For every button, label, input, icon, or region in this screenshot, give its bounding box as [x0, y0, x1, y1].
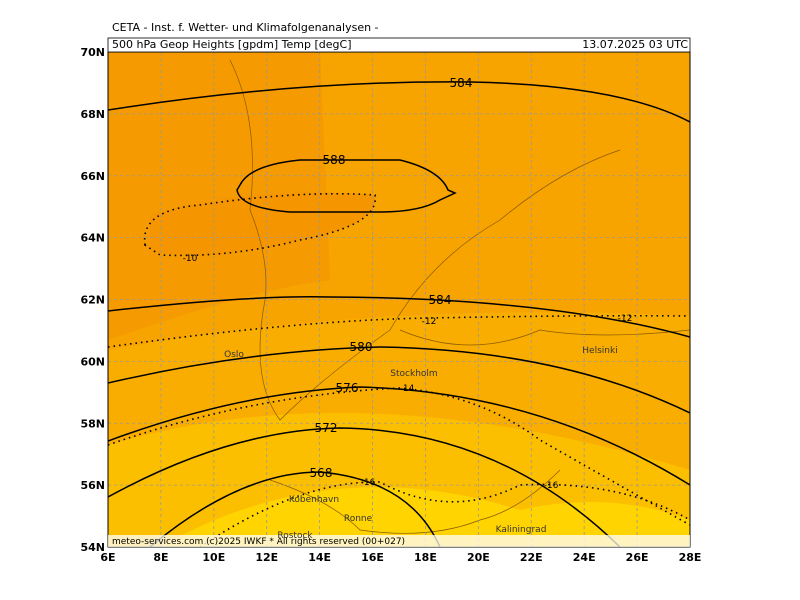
- lon-label: 6E: [100, 551, 115, 564]
- temp-contour-label: -16: [361, 478, 376, 488]
- lat-label: 56N: [80, 479, 105, 492]
- city-label: Ronne: [344, 514, 373, 524]
- lat-label: 62N: [80, 294, 105, 307]
- lon-label: 24E: [573, 551, 596, 564]
- lat-label: 66N: [80, 170, 105, 183]
- lon-label: 10E: [202, 551, 225, 564]
- lon-label: 12E: [255, 551, 278, 564]
- height-contour-label: 588: [323, 153, 346, 167]
- lat-label: 70N: [80, 46, 105, 59]
- city-label: Rostock: [277, 531, 313, 541]
- city-label: Helsinki: [582, 346, 617, 356]
- title: CETA - Inst. f. Wetter- und Klimafolgena…: [112, 21, 379, 34]
- city-label: Kobenhavn: [289, 495, 339, 505]
- lon-label: 20E: [467, 551, 490, 564]
- temp-contour-label: -10: [183, 254, 198, 264]
- lon-label: 8E: [153, 551, 168, 564]
- temp-contour-label: -12: [618, 314, 633, 324]
- lat-label: 58N: [80, 417, 105, 430]
- lon-label: 18E: [414, 551, 437, 564]
- lon-label: 22E: [520, 551, 543, 564]
- city-label: Oslo: [224, 350, 244, 360]
- subtitle-box: [107, 37, 691, 53]
- lon-label: 14E: [308, 551, 331, 564]
- temp-contour-label: -14: [400, 384, 415, 394]
- lon-label: 28E: [679, 551, 702, 564]
- temp-contour-label: -16: [544, 481, 559, 491]
- height-contour-label: 572: [315, 421, 338, 435]
- footer-box: [108, 535, 690, 547]
- lat-label: 54N: [80, 541, 105, 554]
- lat-label: 64N: [80, 232, 105, 245]
- temp-contour-label: -12: [422, 317, 437, 327]
- date: 13.07.2025 03 UTC: [582, 38, 688, 51]
- lon-label: 26E: [626, 551, 649, 564]
- height-contour-label: 584: [429, 293, 452, 307]
- city-label: Stockholm: [390, 369, 437, 379]
- height-contour-label: 568: [310, 466, 333, 480]
- map-fill: [108, 52, 690, 547]
- subtitle: 500 hPa Geop Heights [gpdm] Temp [degC]: [112, 38, 351, 51]
- footer: meteo-services.com (c)2025 IWKF * All ri…: [112, 537, 405, 547]
- height-contour-label: 576: [336, 381, 359, 395]
- lat-label: 60N: [80, 355, 105, 368]
- height-contour-label: 584: [450, 76, 473, 90]
- city-label: Kaliningrad: [496, 525, 547, 535]
- lon-label: 16E: [361, 551, 384, 564]
- lat-label: 68N: [80, 108, 105, 121]
- height-contour-label: 580: [350, 340, 373, 354]
